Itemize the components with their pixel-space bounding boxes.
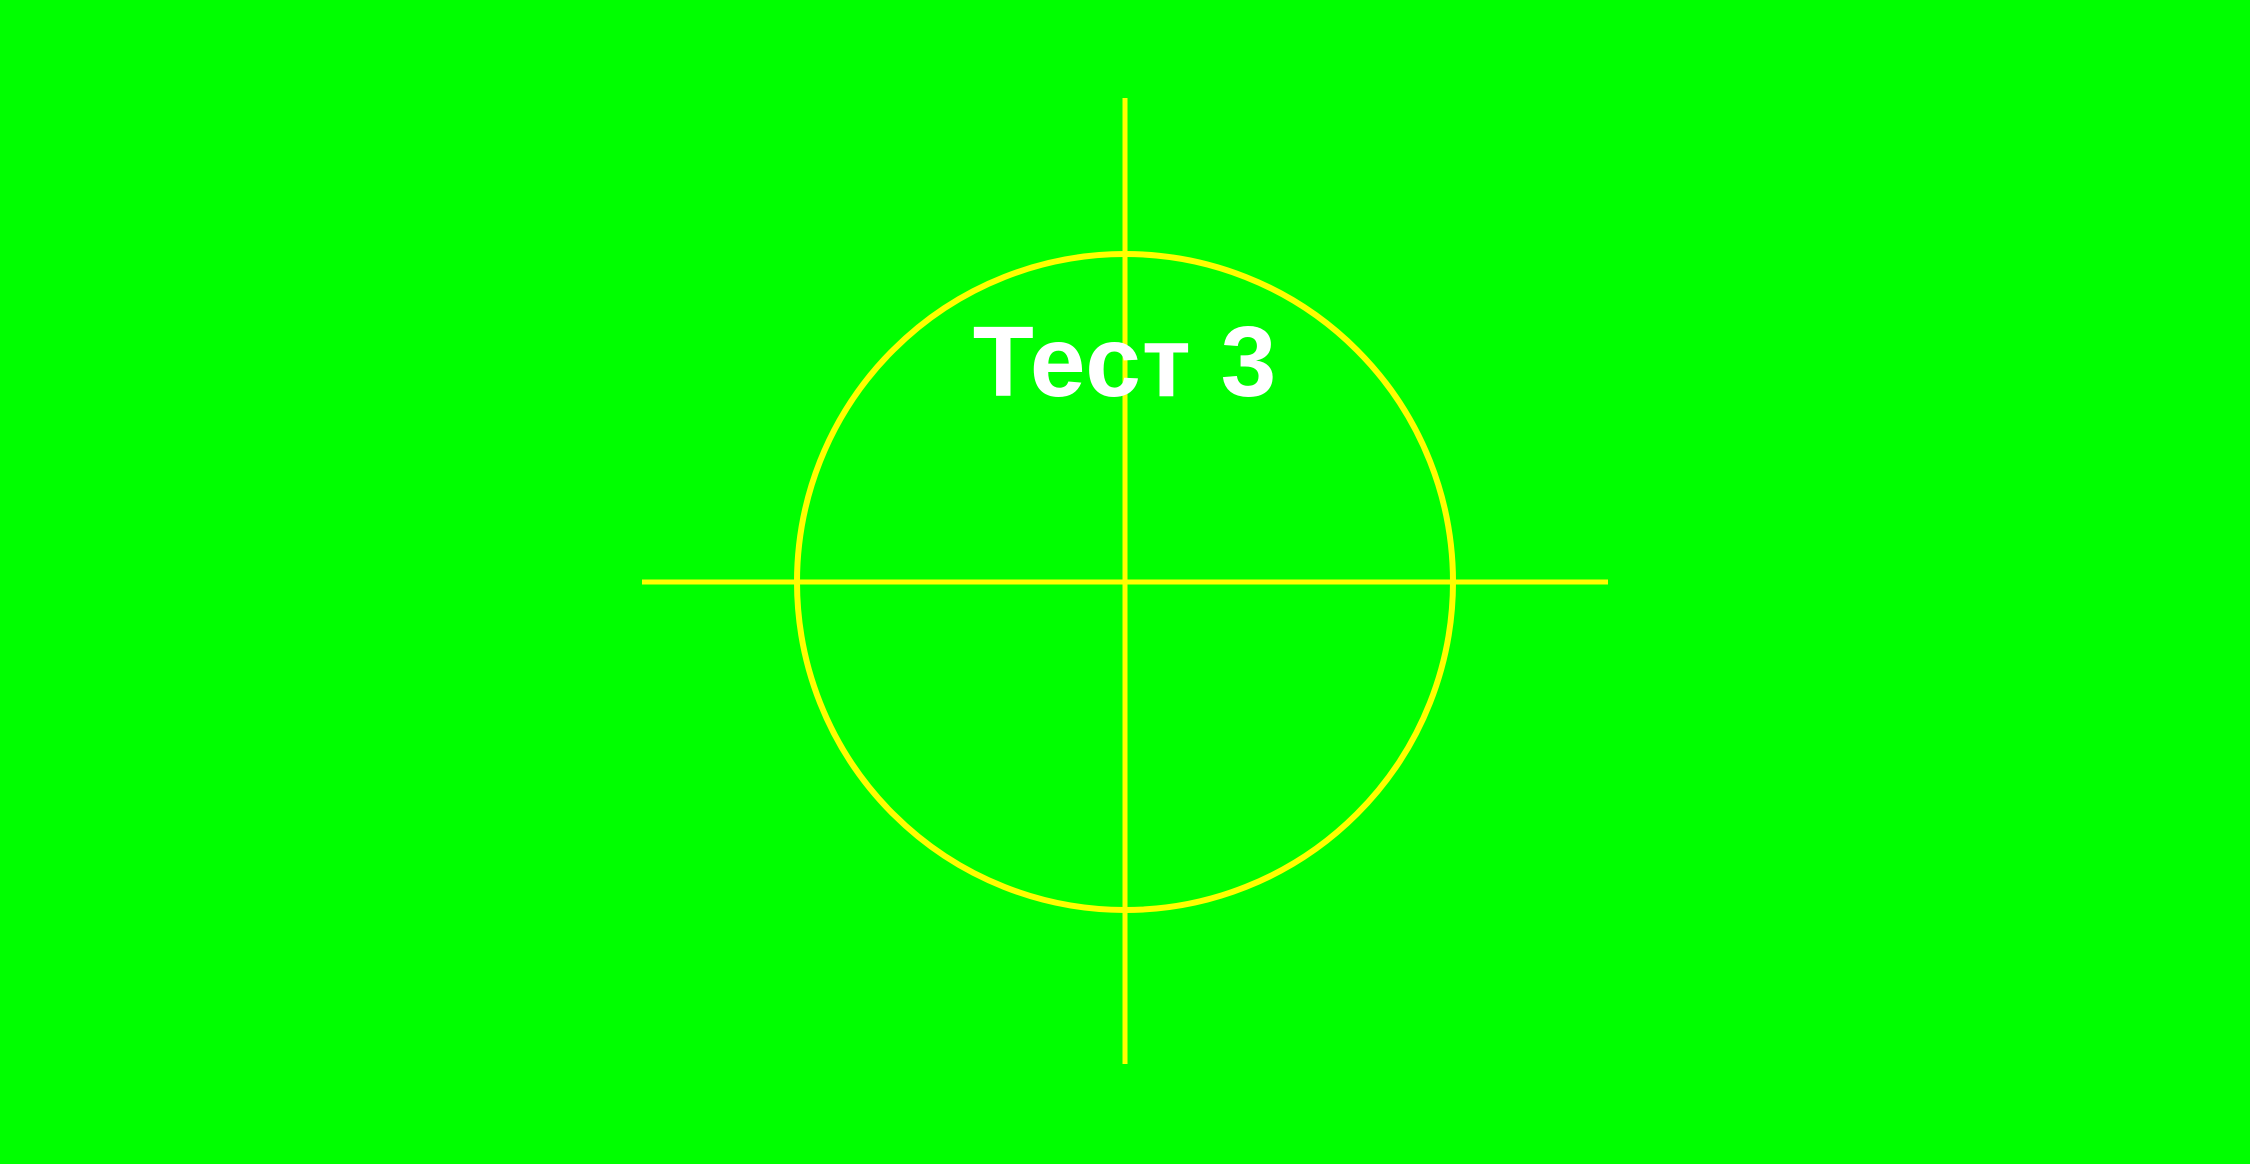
test-title: Тест 3 xyxy=(972,306,1278,418)
